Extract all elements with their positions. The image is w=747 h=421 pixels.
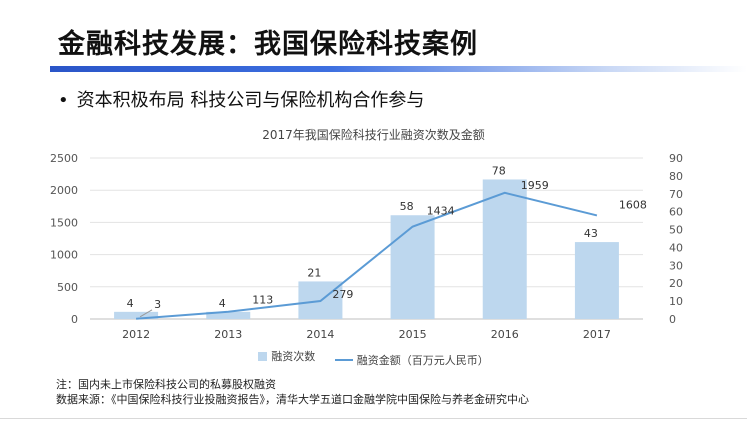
left-axis-tick-label: 2000	[50, 184, 78, 197]
x-axis-tick-label: 2013	[214, 328, 242, 341]
line-data-label: 1608	[619, 198, 647, 211]
bar-data-label: 4	[219, 297, 226, 310]
leader-line	[139, 309, 153, 318]
subtitle-text: 资本积极布局 科技公司与保险机构合作参与	[76, 90, 425, 111]
right-axis-tick-label: 30	[669, 259, 683, 272]
left-axis-tick-label: 1500	[50, 216, 78, 229]
right-axis-tick-label: 50	[669, 224, 683, 237]
chart-legend: 融资次数 融资金额（百万元人民币）	[0, 348, 747, 368]
right-axis-tick-label: 40	[669, 241, 683, 254]
data-source: 数据来源：《中国保险科技行业投融资报告》，清华大学五道口金融学院中国保险与养老金…	[56, 393, 529, 406]
bar-data-label: 58	[400, 200, 414, 213]
x-axis-tick-label: 2015	[399, 328, 427, 341]
bar-swatch-icon	[258, 351, 268, 361]
line-data-label: 1434	[427, 205, 455, 218]
line-data-label: 113	[252, 294, 273, 307]
right-axis-tick-label: 90	[669, 152, 683, 165]
slide-subtitle: • 资本积极布局 科技公司与保险机构合作参与	[58, 86, 424, 112]
right-axis-tick-label: 70	[669, 188, 683, 201]
left-axis-tick-label: 0	[71, 313, 78, 326]
chart-title: 2017年我国保险科技行业融资次数及金额	[262, 128, 485, 142]
right-axis-tick-label: 10	[669, 295, 683, 308]
bar	[482, 179, 527, 319]
slide-title: 金融科技发展：我国保险科技案例	[58, 29, 478, 60]
bar-data-label: 78	[492, 164, 506, 177]
left-axis-tick-label: 500	[57, 281, 78, 294]
line-data-label: 3	[154, 298, 161, 311]
bar	[574, 242, 619, 319]
x-axis-tick-label: 2017	[583, 328, 611, 341]
bar	[390, 215, 435, 319]
x-axis-tick-label: 2014	[306, 328, 334, 341]
bar-data-label: 43	[584, 227, 598, 240]
legend-item-bar: 融资次数	[258, 348, 315, 364]
legend-label-bar: 融资次数	[271, 350, 316, 363]
legend-item-line: 融资金额（百万元人民币）	[334, 352, 489, 368]
line-data-label: 279	[332, 288, 353, 301]
legend-label-line: 融资金额（百万元人民币）	[356, 353, 489, 367]
bullet-icon: •	[58, 90, 69, 111]
bar-data-label: 21	[307, 266, 321, 279]
x-axis-tick-label: 2012	[122, 328, 150, 341]
right-axis-tick-label: 60	[669, 206, 683, 219]
line-data-label: 1959	[521, 179, 549, 192]
x-axis-tick-label: 2016	[491, 328, 519, 341]
footer-divider	[0, 418, 747, 419]
right-axis-tick-label: 80	[669, 170, 683, 183]
left-axis-tick-label: 2500	[50, 152, 78, 165]
right-axis-tick-label: 0	[669, 313, 676, 326]
right-axis-tick-label: 20	[669, 277, 683, 290]
line-swatch-icon	[334, 358, 353, 361]
bar	[206, 311, 251, 319]
chart-note: 注：国内未上市保险科技公司的私募股权融资	[56, 378, 276, 391]
line-series	[136, 191, 598, 320]
title-underline	[50, 66, 747, 72]
left-axis-tick-label: 1000	[50, 249, 78, 262]
bar-data-label: 4	[127, 297, 134, 310]
bar	[114, 311, 159, 319]
